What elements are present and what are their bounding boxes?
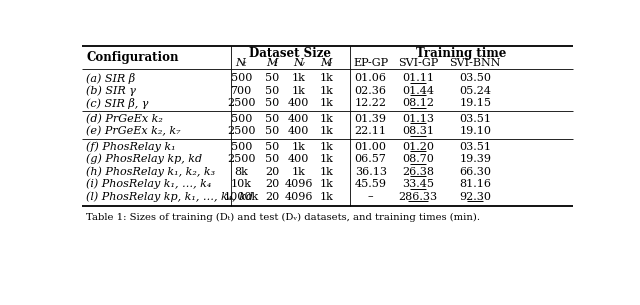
- Text: 36.13: 36.13: [355, 167, 387, 177]
- Text: (e) PrGeEx k₂, k₇: (e) PrGeEx k₂, k₇: [86, 126, 181, 136]
- Text: 19.39: 19.39: [460, 154, 492, 164]
- Text: 1k: 1k: [319, 142, 333, 152]
- Text: 02.36: 02.36: [355, 86, 387, 96]
- Text: 400: 400: [288, 114, 309, 124]
- Text: (c) SIR β, γ: (c) SIR β, γ: [86, 98, 148, 109]
- Text: 1k: 1k: [319, 114, 333, 124]
- Text: 2500: 2500: [227, 126, 255, 136]
- Text: 92.30: 92.30: [460, 192, 492, 202]
- Text: SVI-GP: SVI-GP: [398, 58, 438, 68]
- Text: (f) PhosRelay k₁: (f) PhosRelay k₁: [86, 142, 176, 152]
- Text: 01.06: 01.06: [355, 73, 387, 83]
- Text: N: N: [236, 58, 245, 68]
- Text: t: t: [274, 60, 277, 68]
- Text: 19.15: 19.15: [460, 98, 492, 108]
- Text: 50: 50: [265, 86, 279, 96]
- Text: 8k: 8k: [234, 167, 248, 177]
- Text: 500: 500: [230, 73, 252, 83]
- Text: 1k: 1k: [292, 73, 305, 83]
- Text: (i) PhosRelay k₁, …, k₄: (i) PhosRelay k₁, …, k₄: [86, 179, 212, 189]
- Text: 20: 20: [265, 167, 279, 177]
- Text: 1k: 1k: [319, 192, 333, 202]
- Text: 400: 400: [288, 126, 309, 136]
- Text: 22.11: 22.11: [355, 126, 387, 136]
- Text: 400: 400: [288, 98, 309, 108]
- Text: 500: 500: [230, 142, 252, 152]
- Text: 4096: 4096: [284, 179, 313, 189]
- Text: 81.16: 81.16: [460, 179, 492, 189]
- Text: 1k: 1k: [292, 142, 305, 152]
- Text: 50: 50: [265, 114, 279, 124]
- Text: v: v: [300, 60, 304, 68]
- Text: (h) PhosRelay k₁, k₂, k₃: (h) PhosRelay k₁, k₂, k₃: [86, 166, 215, 177]
- Text: (b) SIR γ: (b) SIR γ: [86, 85, 136, 96]
- Text: 33.45: 33.45: [402, 179, 434, 189]
- Text: 4096: 4096: [284, 192, 313, 202]
- Text: 1k: 1k: [319, 86, 333, 96]
- Text: 01.13: 01.13: [402, 114, 434, 124]
- Text: 1k: 1k: [319, 126, 333, 136]
- Text: N: N: [293, 58, 303, 68]
- Text: 286.33: 286.33: [398, 192, 438, 202]
- Text: 10k: 10k: [230, 179, 252, 189]
- Text: 50: 50: [265, 142, 279, 152]
- Text: 1k: 1k: [319, 167, 333, 177]
- Text: 03.51: 03.51: [460, 114, 492, 124]
- Text: 1000k: 1000k: [223, 192, 259, 202]
- Text: 50: 50: [265, 154, 279, 164]
- Text: 08.12: 08.12: [402, 98, 434, 108]
- Text: 01.11: 01.11: [402, 73, 434, 83]
- Text: 1k: 1k: [292, 86, 305, 96]
- Text: 1k: 1k: [319, 154, 333, 164]
- Text: Training time: Training time: [416, 47, 506, 60]
- Text: 1k: 1k: [319, 179, 333, 189]
- Text: 50: 50: [265, 73, 279, 83]
- Text: v: v: [327, 60, 332, 68]
- Text: 03.50: 03.50: [460, 73, 492, 83]
- Text: (a) SIR β: (a) SIR β: [86, 73, 135, 84]
- Text: 08.31: 08.31: [402, 126, 434, 136]
- Text: 50: 50: [265, 98, 279, 108]
- Text: M: M: [320, 58, 332, 68]
- Text: –: –: [368, 192, 373, 202]
- Text: 1k: 1k: [292, 167, 305, 177]
- Text: SVI-BNN: SVI-BNN: [449, 58, 501, 68]
- Text: 08.70: 08.70: [402, 154, 434, 164]
- Text: (l) PhosRelay kp, k₁, …, k₄, kd: (l) PhosRelay kp, k₁, …, k₄, kd: [86, 191, 253, 202]
- Text: 20: 20: [265, 179, 279, 189]
- Text: EP-GP: EP-GP: [353, 58, 388, 68]
- Text: 01.44: 01.44: [402, 86, 434, 96]
- Text: 50: 50: [265, 126, 279, 136]
- Text: 500: 500: [230, 114, 252, 124]
- Text: (g) PhosRelay kp, kd: (g) PhosRelay kp, kd: [86, 154, 202, 164]
- Text: 1k: 1k: [319, 73, 333, 83]
- Text: 700: 700: [230, 86, 252, 96]
- Text: Table 1: Sizes of training (Dₜ) and test (Dᵥ) datasets, and training times (min): Table 1: Sizes of training (Dₜ) and test…: [86, 213, 480, 222]
- Text: 01.20: 01.20: [402, 142, 434, 152]
- Text: t: t: [243, 60, 246, 68]
- Text: 26.38: 26.38: [402, 167, 434, 177]
- Text: 1k: 1k: [319, 98, 333, 108]
- Text: 06.57: 06.57: [355, 154, 387, 164]
- Text: Dataset Size: Dataset Size: [250, 47, 332, 60]
- Text: Configuration: Configuration: [86, 51, 179, 64]
- Text: (d) PrGeEx k₂: (d) PrGeEx k₂: [86, 113, 163, 124]
- Text: 05.24: 05.24: [460, 86, 492, 96]
- Text: 19.10: 19.10: [460, 126, 492, 136]
- Text: M: M: [266, 58, 277, 68]
- Text: 2500: 2500: [227, 98, 255, 108]
- Text: 01.39: 01.39: [355, 114, 387, 124]
- Text: 2500: 2500: [227, 154, 255, 164]
- Text: 20: 20: [265, 192, 279, 202]
- Text: 01.00: 01.00: [355, 142, 387, 152]
- Text: 45.59: 45.59: [355, 179, 387, 189]
- Text: 66.30: 66.30: [460, 167, 492, 177]
- Text: 400: 400: [288, 154, 309, 164]
- Text: 12.22: 12.22: [355, 98, 387, 108]
- Text: 03.51: 03.51: [460, 142, 492, 152]
